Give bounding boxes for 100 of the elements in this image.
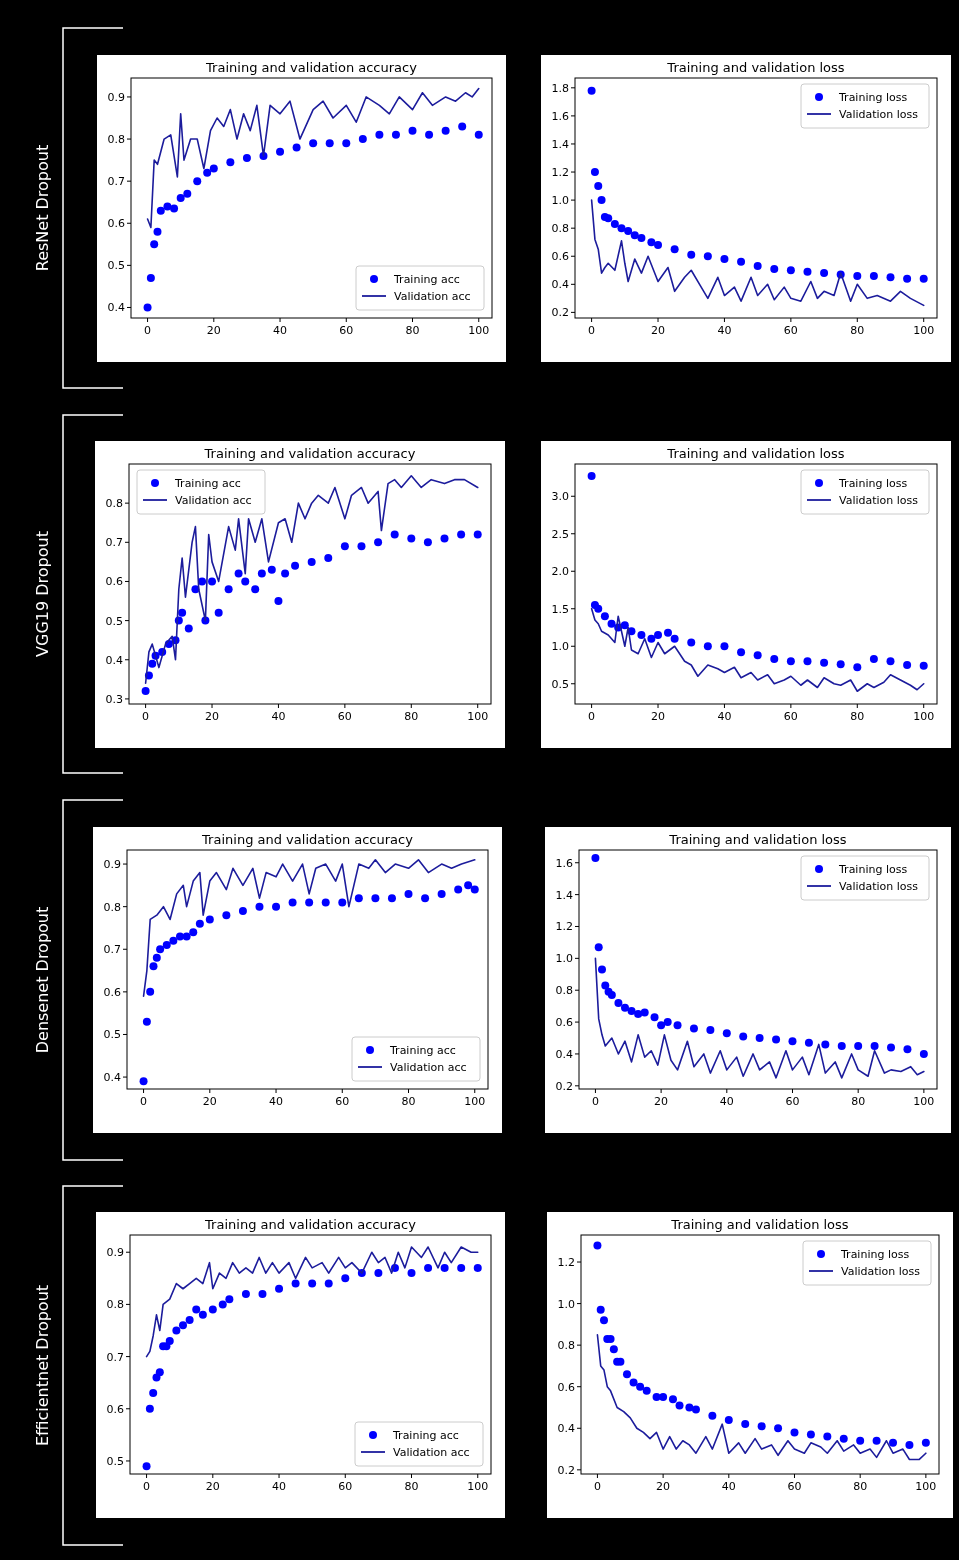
x-tick-label: 100: [915, 1480, 937, 1493]
point: [208, 1305, 217, 1314]
point: [636, 1382, 645, 1391]
point: [324, 1279, 333, 1288]
point: [222, 911, 231, 920]
point: [600, 612, 609, 621]
point: [407, 534, 416, 543]
point: [620, 1003, 629, 1012]
x-tick-label: 60: [787, 1480, 802, 1493]
point: [145, 1404, 154, 1413]
y-tick-label: 0.9: [107, 90, 125, 104]
legend-label: Validation acc: [393, 1446, 470, 1459]
point: [663, 628, 672, 637]
legend-label: Validation acc: [175, 494, 252, 507]
y-tick-label: 0.6: [107, 217, 125, 231]
y-tick-label: 0.8: [551, 222, 569, 236]
point: [203, 168, 212, 177]
point: [803, 267, 812, 276]
y-tick-label: 0.4: [107, 301, 125, 315]
point: [706, 1026, 715, 1035]
point: [689, 1024, 698, 1033]
point: [162, 941, 171, 949]
y-tick-label: 1.0: [557, 1297, 575, 1311]
point: [163, 202, 172, 211]
point: [424, 1263, 433, 1272]
point: [839, 1434, 848, 1443]
y-tick-label: 0.8: [106, 1298, 124, 1312]
chart-title: Training and validation accuracy: [203, 446, 416, 461]
point: [869, 271, 878, 280]
legend-label: Training acc: [389, 1044, 456, 1057]
point: [251, 585, 260, 594]
point: [169, 936, 178, 945]
y-tick-label: 0.7: [105, 536, 123, 550]
x-tick-label: 80: [401, 1095, 416, 1108]
x-tick-label: 100: [467, 1480, 489, 1493]
point: [770, 655, 779, 663]
y-tick-label: 0.8: [103, 900, 121, 914]
chart-title: Training and validation accuracy: [201, 832, 414, 847]
point: [305, 898, 314, 907]
point: [185, 1316, 194, 1325]
x-tick-label: 80: [853, 1480, 868, 1493]
x-tick-label: 0: [142, 710, 150, 723]
x-tick-label: 40: [721, 1480, 736, 1493]
point: [594, 182, 603, 191]
text: ResNet Dropout: [33, 144, 52, 272]
point: [741, 1420, 750, 1429]
y-tick-label: 0.7: [103, 943, 121, 957]
point: [257, 569, 266, 578]
point: [627, 1006, 636, 1015]
x-tick-label: 100: [467, 710, 489, 723]
y-tick-label: 0.6: [103, 985, 121, 999]
x-tick-label: 40: [717, 324, 732, 337]
point: [691, 1405, 700, 1414]
x-tick-label: 40: [717, 710, 732, 723]
point: [338, 898, 347, 907]
point: [374, 538, 383, 547]
y-tick-label: 0.6: [551, 250, 569, 264]
point: [687, 250, 696, 259]
y-tick-label: 1.2: [557, 1256, 575, 1270]
point: [191, 585, 200, 594]
point: [198, 577, 207, 586]
line-series: [590, 199, 925, 307]
point: [324, 553, 333, 562]
point: [473, 530, 482, 539]
point: [620, 621, 629, 630]
line-series: [596, 1333, 927, 1461]
y-tick-label: 1.2: [551, 166, 569, 180]
line-series: [594, 957, 925, 1079]
point: [341, 1274, 350, 1283]
point: [440, 1263, 449, 1272]
legend-label: Training loss: [840, 1248, 910, 1261]
point: [804, 1038, 813, 1047]
point: [276, 147, 285, 156]
point: [647, 238, 656, 247]
point: [737, 257, 746, 266]
point: [425, 130, 434, 139]
point: [184, 624, 193, 633]
point: [617, 224, 626, 233]
point: [753, 262, 762, 271]
point: [340, 542, 349, 551]
point: [474, 130, 483, 139]
point: [597, 196, 606, 205]
point: [195, 919, 204, 928]
point: [153, 227, 162, 236]
point: [371, 894, 380, 903]
point: [172, 1326, 181, 1335]
legend-label: Training acc: [392, 1429, 459, 1442]
point: [614, 998, 623, 1007]
y-tick-label: 0.4: [555, 1047, 573, 1061]
point: [803, 657, 812, 666]
point: [610, 219, 619, 228]
x-tick-label: 20: [654, 1095, 669, 1108]
point: [192, 1305, 201, 1314]
point: [673, 1021, 682, 1030]
line-series: [145, 1246, 479, 1358]
point: [374, 1269, 383, 1278]
x-tick-label: 100: [913, 1095, 935, 1108]
point: [143, 303, 152, 312]
point: [823, 1432, 832, 1441]
point: [234, 569, 243, 578]
